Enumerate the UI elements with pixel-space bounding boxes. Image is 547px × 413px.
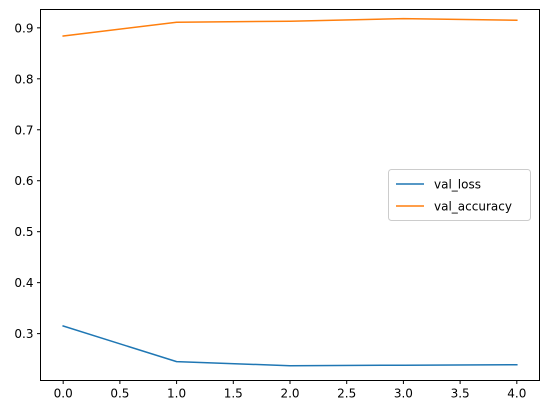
y-tick-label: 0.6	[14, 174, 33, 188]
legend-box	[388, 169, 531, 221]
y-tick-label: 0.3	[14, 327, 33, 341]
x-tick-label: 3.0	[394, 387, 413, 401]
legend: val_loss val_accuracy	[388, 169, 531, 221]
y-tick-label: 0.7	[14, 123, 33, 137]
x-tick-label: 2.5	[337, 387, 356, 401]
series-line-val-accuracy	[62, 17, 518, 37]
x-tick-label: 0.5	[110, 387, 129, 401]
x-tick-label: 3.5	[451, 387, 470, 401]
x-tick-label: 1.5	[224, 387, 243, 401]
y-tick-label: 0.8	[14, 72, 33, 86]
axis-ticks: 0.0 0.5 1.0 1.5 2.0 2.5 3.0 3.5 4.0 0.3 0.4 0.5 0.6 0…	[14, 21, 526, 400]
plot-frame	[40, 9, 540, 381]
series-lines	[62, 17, 518, 367]
legend-label-val-loss: val_loss	[434, 178, 481, 192]
x-tick-label: 2.0	[280, 387, 299, 401]
x-tick-label: 0.0	[54, 387, 73, 401]
y-tick-label: 0.9	[14, 21, 33, 35]
y-tick-label: 0.5	[14, 225, 33, 239]
legend-label-val-accuracy: val_accuracy	[434, 200, 512, 214]
series-line-val-loss	[62, 325, 518, 367]
x-tick-label: 1.0	[167, 387, 186, 401]
y-tick-label: 0.4	[14, 276, 33, 290]
x-tick-label: 4.0	[507, 387, 526, 401]
